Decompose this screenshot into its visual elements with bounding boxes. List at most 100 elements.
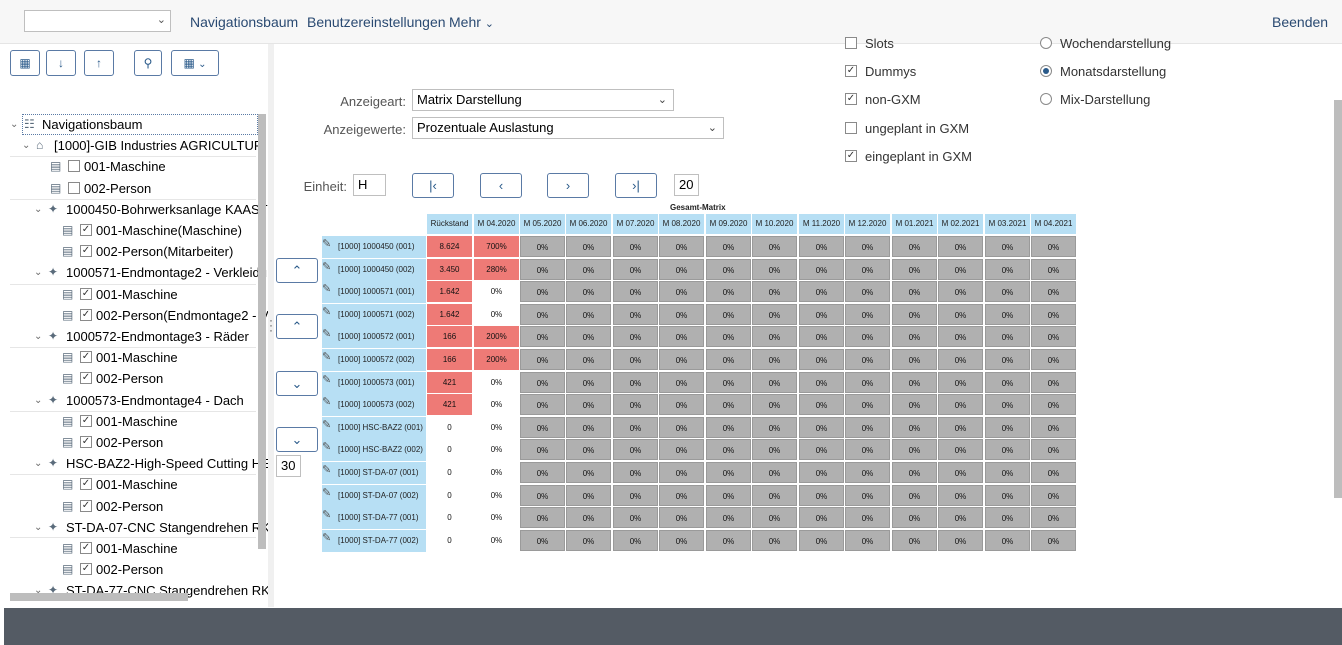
matrix-cell[interactable]: 0%: [613, 462, 658, 483]
matrix-cell[interactable]: 0%: [799, 281, 844, 303]
matrix-cell[interactable]: 0%: [752, 303, 797, 325]
tree-group[interactable]: ST-DA-07-CNC Stangendrehen RK: [66, 519, 270, 535]
matrix-row-label[interactable]: ✎ [1000] 1000572 (002): [322, 349, 426, 371]
edit-icon[interactable]: ✎: [322, 373, 332, 386]
matrix-cell[interactable]: 0%: [892, 439, 937, 461]
matrix-cell[interactable]: 0%: [706, 529, 751, 551]
collapse-all-button[interactable]: ↑: [84, 50, 114, 76]
matrix-cell[interactable]: 0%: [938, 529, 983, 551]
matrix-cell[interactable]: 0%: [752, 529, 797, 551]
matrix-row-label[interactable]: ✎ [1000] HSC-BAZ2 (001): [322, 416, 426, 439]
matrix-cell[interactable]: 0%: [520, 349, 565, 370]
edit-icon[interactable]: ✎: [322, 305, 332, 318]
matrix-cell[interactable]: 0%: [845, 326, 890, 348]
matrix-cell[interactable]: 166: [427, 349, 472, 370]
matrix-cell[interactable]: 0%: [659, 371, 704, 393]
matrix-cell[interactable]: 0%: [799, 349, 844, 370]
matrix-cell[interactable]: 0%: [799, 507, 844, 529]
matrix-row-label[interactable]: ✎ [1000] ST-DA-07 (002): [322, 484, 426, 507]
matrix-cell[interactable]: 0%: [1031, 507, 1076, 529]
matrix-cell[interactable]: 0%: [706, 371, 751, 393]
matrix-cell[interactable]: 166: [427, 326, 472, 348]
matrix-cell[interactable]: 0%: [566, 529, 611, 551]
last-page-button[interactable]: ›|: [615, 173, 657, 198]
matrix-cell[interactable]: 0%: [799, 394, 844, 416]
matrix-cell[interactable]: 0%: [659, 236, 704, 257]
matrix-cell[interactable]: 0%: [752, 416, 797, 438]
matrix-cell[interactable]: 0%: [985, 507, 1030, 529]
edit-icon[interactable]: ✎: [322, 328, 332, 341]
matrix-cell[interactable]: 0%: [659, 484, 704, 506]
menu-navigationsbaum[interactable]: Navigationsbaum: [190, 14, 299, 30]
tree-item[interactable]: 001-Maschine: [96, 350, 178, 366]
tree-item[interactable]: 002-Person(Mitarbeiter): [96, 244, 234, 260]
matrix-cell[interactable]: 0%: [938, 507, 983, 529]
matrix-cell[interactable]: 0%: [799, 258, 844, 280]
twisty-icon[interactable]: ⌄: [34, 521, 43, 533]
filter-checkbox[interactable]: ungeplant in GXM: [845, 121, 1005, 137]
tree-checkbox[interactable]: ✓: [80, 372, 92, 385]
matrix-row-label[interactable]: ✎ [1000] 1000450 (002): [322, 258, 426, 281]
matrix-cell[interactable]: 0%: [1031, 529, 1076, 551]
matrix-cell[interactable]: 0%: [752, 507, 797, 529]
matrix-cell[interactable]: 0%: [659, 439, 704, 461]
matrix-cell[interactable]: 0%: [659, 326, 704, 348]
matrix-cell[interactable]: 0%: [845, 394, 890, 416]
twisty-icon[interactable]: ⌄: [34, 394, 43, 406]
edit-icon[interactable]: ✎: [322, 260, 332, 273]
matrix-cell[interactable]: 0%: [985, 236, 1030, 257]
menu-benutzereinstellungen[interactable]: Benutzereinstellungen: [307, 14, 446, 30]
matrix-row-label[interactable]: ✎ [1000] ST-DA-07 (001): [322, 462, 426, 484]
matrix-cell[interactable]: 0%: [613, 303, 658, 325]
matrix-cell[interactable]: 0%: [613, 416, 658, 438]
matrix-cell[interactable]: 0%: [1031, 439, 1076, 461]
scroll-up-button[interactable]: ⌃: [276, 314, 318, 339]
matrix-cell[interactable]: 0%: [892, 529, 937, 551]
matrix-cell[interactable]: 0%: [613, 439, 658, 461]
matrix-cell[interactable]: 0%: [706, 507, 751, 529]
matrix-cell[interactable]: 0%: [706, 236, 751, 257]
matrix-cell[interactable]: 0%: [985, 258, 1030, 280]
matrix-cell[interactable]: 0%: [613, 326, 658, 348]
matrix-cell[interactable]: 0%: [892, 371, 937, 393]
matrix-cell[interactable]: 0%: [799, 529, 844, 551]
matrix-cell[interactable]: 0%: [566, 416, 611, 438]
tree-checkbox[interactable]: ✓: [80, 308, 92, 321]
tree-checkbox[interactable]: ✓: [80, 351, 92, 364]
row-count-field[interactable]: 30: [276, 455, 301, 477]
matrix-cell[interactable]: 0%: [1031, 462, 1076, 483]
edit-icon[interactable]: ✎: [322, 531, 332, 544]
matrix-cell[interactable]: 0%: [938, 349, 983, 370]
edit-icon[interactable]: ✎: [322, 509, 332, 522]
matrix-cell[interactable]: 0%: [659, 281, 704, 303]
matrix-cell[interactable]: 0%: [752, 462, 797, 483]
tree-checkbox[interactable]: ✓: [80, 224, 92, 236]
matrix-cell[interactable]: 0%: [938, 303, 983, 325]
matrix-cell[interactable]: 0%: [752, 236, 797, 257]
matrix-cell[interactable]: 0%: [520, 507, 565, 529]
matrix-cell[interactable]: 0%: [520, 529, 565, 551]
matrix-row-label[interactable]: ✎ [1000] 1000572 (001): [322, 326, 426, 349]
matrix-cell[interactable]: 0%: [613, 507, 658, 529]
tree-item[interactable]: 001-Maschine: [84, 159, 166, 175]
first-page-button[interactable]: |‹: [412, 173, 454, 198]
matrix-cell[interactable]: 0%: [752, 258, 797, 280]
matrix-cell[interactable]: 0%: [892, 416, 937, 438]
matrix-cell[interactable]: 0%: [520, 462, 565, 483]
matrix-cell[interactable]: 0%: [892, 303, 937, 325]
matrix-cell[interactable]: 0%: [566, 371, 611, 393]
edit-icon[interactable]: ✎: [322, 238, 332, 250]
matrix-cell[interactable]: 0%: [845, 529, 890, 551]
matrix-cell[interactable]: 0%: [892, 462, 937, 483]
tree-checkbox[interactable]: ✓: [80, 414, 92, 427]
matrix-cell[interactable]: 0%: [752, 439, 797, 461]
expand-all-button[interactable]: ↓: [46, 50, 76, 76]
matrix-cell[interactable]: 0%: [985, 416, 1030, 438]
matrix-cell[interactable]: 0%: [659, 462, 704, 483]
display-radio[interactable]: Monatsdarstellung: [1040, 64, 1210, 80]
matrix-cell[interactable]: 0%: [613, 484, 658, 506]
matrix-cell[interactable]: 0%: [845, 507, 890, 529]
matrix-cell[interactable]: 0%: [613, 371, 658, 393]
matrix-cell[interactable]: 0%: [845, 416, 890, 438]
twisty-icon[interactable]: ⌄: [34, 458, 43, 470]
